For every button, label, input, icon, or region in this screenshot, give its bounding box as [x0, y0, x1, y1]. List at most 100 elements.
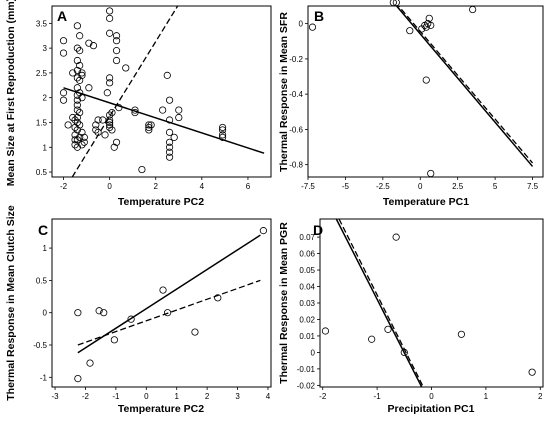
- panel-d-xtick-label: 1: [484, 392, 489, 401]
- panel-d-data-point: [528, 368, 536, 376]
- panel-a-data-point: [73, 66, 81, 75]
- panel-d-ytick-label: 0: [311, 348, 316, 357]
- panel-a-data-point: [76, 47, 84, 55]
- panel-d-data-point: [384, 325, 392, 333]
- panel-a-data-point: [165, 116, 174, 124]
- panel-a-data-point: [76, 108, 84, 117]
- panel-a-data-point: [122, 64, 130, 72]
- panel-a-data-point: [71, 136, 79, 144]
- panel-b-xtick-label: -2.5: [376, 182, 390, 191]
- panel-b-marks: -7.5 -5 -2.5 0 2.5 5 7.5 -0.8 -0.6 -0.4 -0.2 0: [289, 0, 539, 191]
- panel-d-data-point: [321, 327, 330, 335]
- panel-b-ylabel: Thermal Response in Mean SFR: [278, 12, 290, 172]
- panel-a-xlabel: Temperature PC2: [118, 196, 204, 208]
- panel-a-data-point: [112, 32, 121, 40]
- panel-a-data-point: [112, 47, 121, 55]
- panel-a-data-point: [112, 56, 121, 65]
- panel-a-data-point: [73, 136, 81, 144]
- panel-a-data-point: [71, 131, 79, 139]
- panel-d-ylabel: Thermal Response in Mean PGR: [278, 222, 290, 384]
- panel-c-data-point: [86, 359, 94, 367]
- panel-c-xtick-label: 0: [144, 392, 149, 401]
- panel-c-letter: C: [38, 222, 48, 238]
- panel-d-ytick-label: 0.01: [299, 332, 315, 341]
- panel-c-data-point: [159, 286, 167, 294]
- panel-a-xtick-label: 6: [246, 182, 251, 191]
- panel-c-xtick-label: -1: [112, 392, 120, 401]
- panel-b-plot-area: [307, 5, 544, 178]
- panel-c-data-point: [191, 328, 199, 336]
- panel-d-solid-fit-line: [335, 219, 423, 387]
- panel-a-data-point: [76, 133, 84, 141]
- panel-a-xtick-label: 0: [107, 182, 112, 191]
- panel-a-data-point: [165, 148, 174, 156]
- panel-a-data-point: [64, 121, 72, 129]
- panel-a-data-point: [175, 106, 183, 114]
- panel-a-data-point: [218, 133, 227, 141]
- panel-b-letter: B: [314, 8, 324, 24]
- panel-c-ytick-label: 0: [43, 309, 48, 318]
- panel-a-data-point: [99, 116, 107, 124]
- panel-a-data-point: [106, 79, 114, 87]
- panel-c-xtick-label: 4: [266, 392, 271, 401]
- panel-c-data-point: [110, 336, 118, 344]
- panel-b-ytick-label: -0.6: [289, 125, 303, 134]
- panel-a-data-point: [69, 113, 77, 122]
- panel-a-data-point: [103, 89, 111, 97]
- panel-d-xtick-label: 0: [429, 392, 434, 401]
- panel-a-data-point: [106, 116, 114, 124]
- panel-c-ytick-label: 0.5: [36, 276, 48, 285]
- panel-a-data-point: [73, 44, 81, 52]
- panel-a-data-point: [106, 111, 114, 119]
- panel-b-xtick-label: 2.5: [452, 182, 464, 191]
- panel-a-data-point: [94, 116, 102, 124]
- panel-d-ytick-label: 0.02: [299, 315, 315, 324]
- panel-b-xtick-label: 0: [418, 182, 423, 191]
- panel-d-ytick-label: 0.06: [299, 250, 315, 259]
- panel-a-data-point: [73, 91, 81, 99]
- panel-b-data-point: [425, 14, 433, 22]
- panel-c-data-point: [127, 315, 135, 323]
- panel-c-data-point: [259, 227, 267, 235]
- panel-a-data-point: [106, 7, 114, 15]
- panel-a-data-point: [71, 116, 79, 124]
- panel-a-data-point: [76, 32, 84, 40]
- panel-a-solid-fit-line: [63, 87, 265, 154]
- panel-b-data-point: [427, 21, 435, 29]
- panel-a-data-point: [78, 128, 86, 136]
- panel-d-ytick-label: 0.07: [299, 233, 315, 242]
- panel-c-solid-fit-line: [77, 234, 261, 354]
- panel-a-data-point: [165, 96, 174, 104]
- panel-a-data-point: [159, 106, 167, 114]
- panel-a-data-point: [165, 153, 174, 161]
- panel-a-data-point: [131, 108, 139, 117]
- panel-a-data-point: [106, 29, 114, 37]
- panel-d-data-point: [457, 330, 466, 338]
- panel-a-data-point: [115, 104, 123, 112]
- panel-a-ytick-label: 1.5: [36, 118, 48, 127]
- panel-a-data-point: [145, 121, 153, 129]
- panel-a-data-point: [73, 106, 81, 114]
- panel-c-dashed-fit-line: [77, 279, 261, 346]
- panel-c-xtick-label: 3: [235, 392, 240, 401]
- panel-a-data-point: [85, 39, 93, 47]
- panel-b-ytick-label: 0: [299, 20, 304, 29]
- panel-c-data-point: [74, 309, 82, 317]
- panel-a-data-point: [145, 126, 153, 134]
- panel-a-data-point: [73, 143, 81, 151]
- panel-a-data-point: [101, 131, 109, 139]
- panel-b-solid-fit-line: [395, 6, 534, 167]
- panel-a-letter: A: [57, 8, 67, 24]
- panel-a-data-point: [69, 69, 77, 77]
- panel-a-xtick-label: -2: [60, 182, 68, 191]
- panel-a-data-point: [145, 123, 153, 132]
- panel-b-data-point: [406, 27, 414, 35]
- panel-a-data-point: [165, 143, 174, 151]
- panel-a-data-point: [76, 76, 84, 84]
- panel-a-plot-area: [51, 5, 272, 178]
- panel-c-data-point: [74, 374, 82, 383]
- panel-a-data-point: [106, 14, 114, 22]
- panel-c-ylabel: Thermal Response in Mean Clutch Size: [5, 205, 17, 401]
- panel-a-xtick-label: 2: [154, 182, 159, 191]
